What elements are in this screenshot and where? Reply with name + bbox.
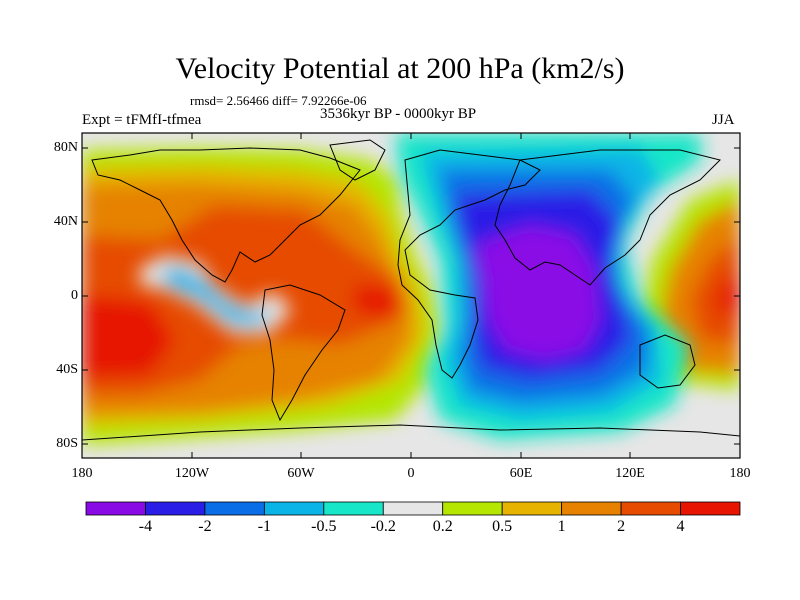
colorbar-swatch <box>85 501 146 516</box>
x-tick-label: 60W <box>287 466 315 481</box>
colorbar-swatch <box>442 501 503 516</box>
y-tick-label: 0 <box>71 288 78 303</box>
south-america-coastline <box>261 284 346 422</box>
colorbar-swatch <box>263 501 325 516</box>
period-label: 3536kyr BP - 0000kyr BP <box>320 106 477 122</box>
colorbar-label: -4 <box>138 518 153 535</box>
colorbar-swatch <box>620 501 681 516</box>
colorbar-label: -0.2 <box>370 518 396 535</box>
colorbar <box>85 501 741 516</box>
positive-core-atlantic <box>352 285 405 318</box>
y-tick-label: 80N <box>53 140 78 155</box>
colorbar-swatch <box>382 501 444 516</box>
antarctica-coastline <box>82 424 740 441</box>
x-tick-label: 60E <box>509 466 533 481</box>
colorbar-label: 0.5 <box>492 518 513 535</box>
europe-africa-coastline <box>397 149 541 379</box>
colorbar-swatch <box>561 501 622 516</box>
y-tick-label: 80S <box>56 436 78 451</box>
colorbar-label: 2 <box>617 518 626 535</box>
greenland-coastline <box>329 139 386 181</box>
x-tick-label: 0 <box>407 466 415 481</box>
coastlines <box>82 139 740 441</box>
colorbar-label: -1 <box>257 518 272 535</box>
colorbar-swatch <box>145 501 206 516</box>
colorbar-label: -0.5 <box>311 518 337 535</box>
map-title: Velocity Potential at 200 hPa (km2/s) <box>175 52 625 85</box>
experiment-label: Expt = tFMfI-tfmea <box>82 112 202 128</box>
x-tick-label: 120E <box>615 466 645 481</box>
colorbar-label: -2 <box>198 518 212 535</box>
stats-text: rmsd= 2.56466 diff= 7.92266e-06 <box>190 93 367 108</box>
asia-coastline <box>494 149 721 286</box>
tick-marks <box>81 133 741 458</box>
negative-pocket-pacific <box>158 266 270 326</box>
north-america-coastline <box>91 147 361 283</box>
positive-core-west <box>82 295 175 378</box>
y-tick-label: 40N <box>53 214 78 229</box>
negative-core <box>475 225 600 360</box>
australia-coastline <box>639 334 696 389</box>
colorbar-swatch <box>501 501 563 516</box>
colorbar-swatch <box>204 501 265 516</box>
colorbar-label: 1 <box>557 518 566 535</box>
season-label: JJA <box>712 112 735 128</box>
x-tick-label: 180 <box>71 466 93 481</box>
x-tick-label: 120W <box>174 466 210 481</box>
colorbar-swatch <box>323 501 384 516</box>
colorbar-label: 4 <box>676 518 685 535</box>
x-tick-label: 180 <box>729 466 751 481</box>
colorbar-swatch <box>680 501 741 516</box>
colorbar-label: 0.2 <box>432 518 453 535</box>
y-tick-label: 40S <box>56 362 78 377</box>
